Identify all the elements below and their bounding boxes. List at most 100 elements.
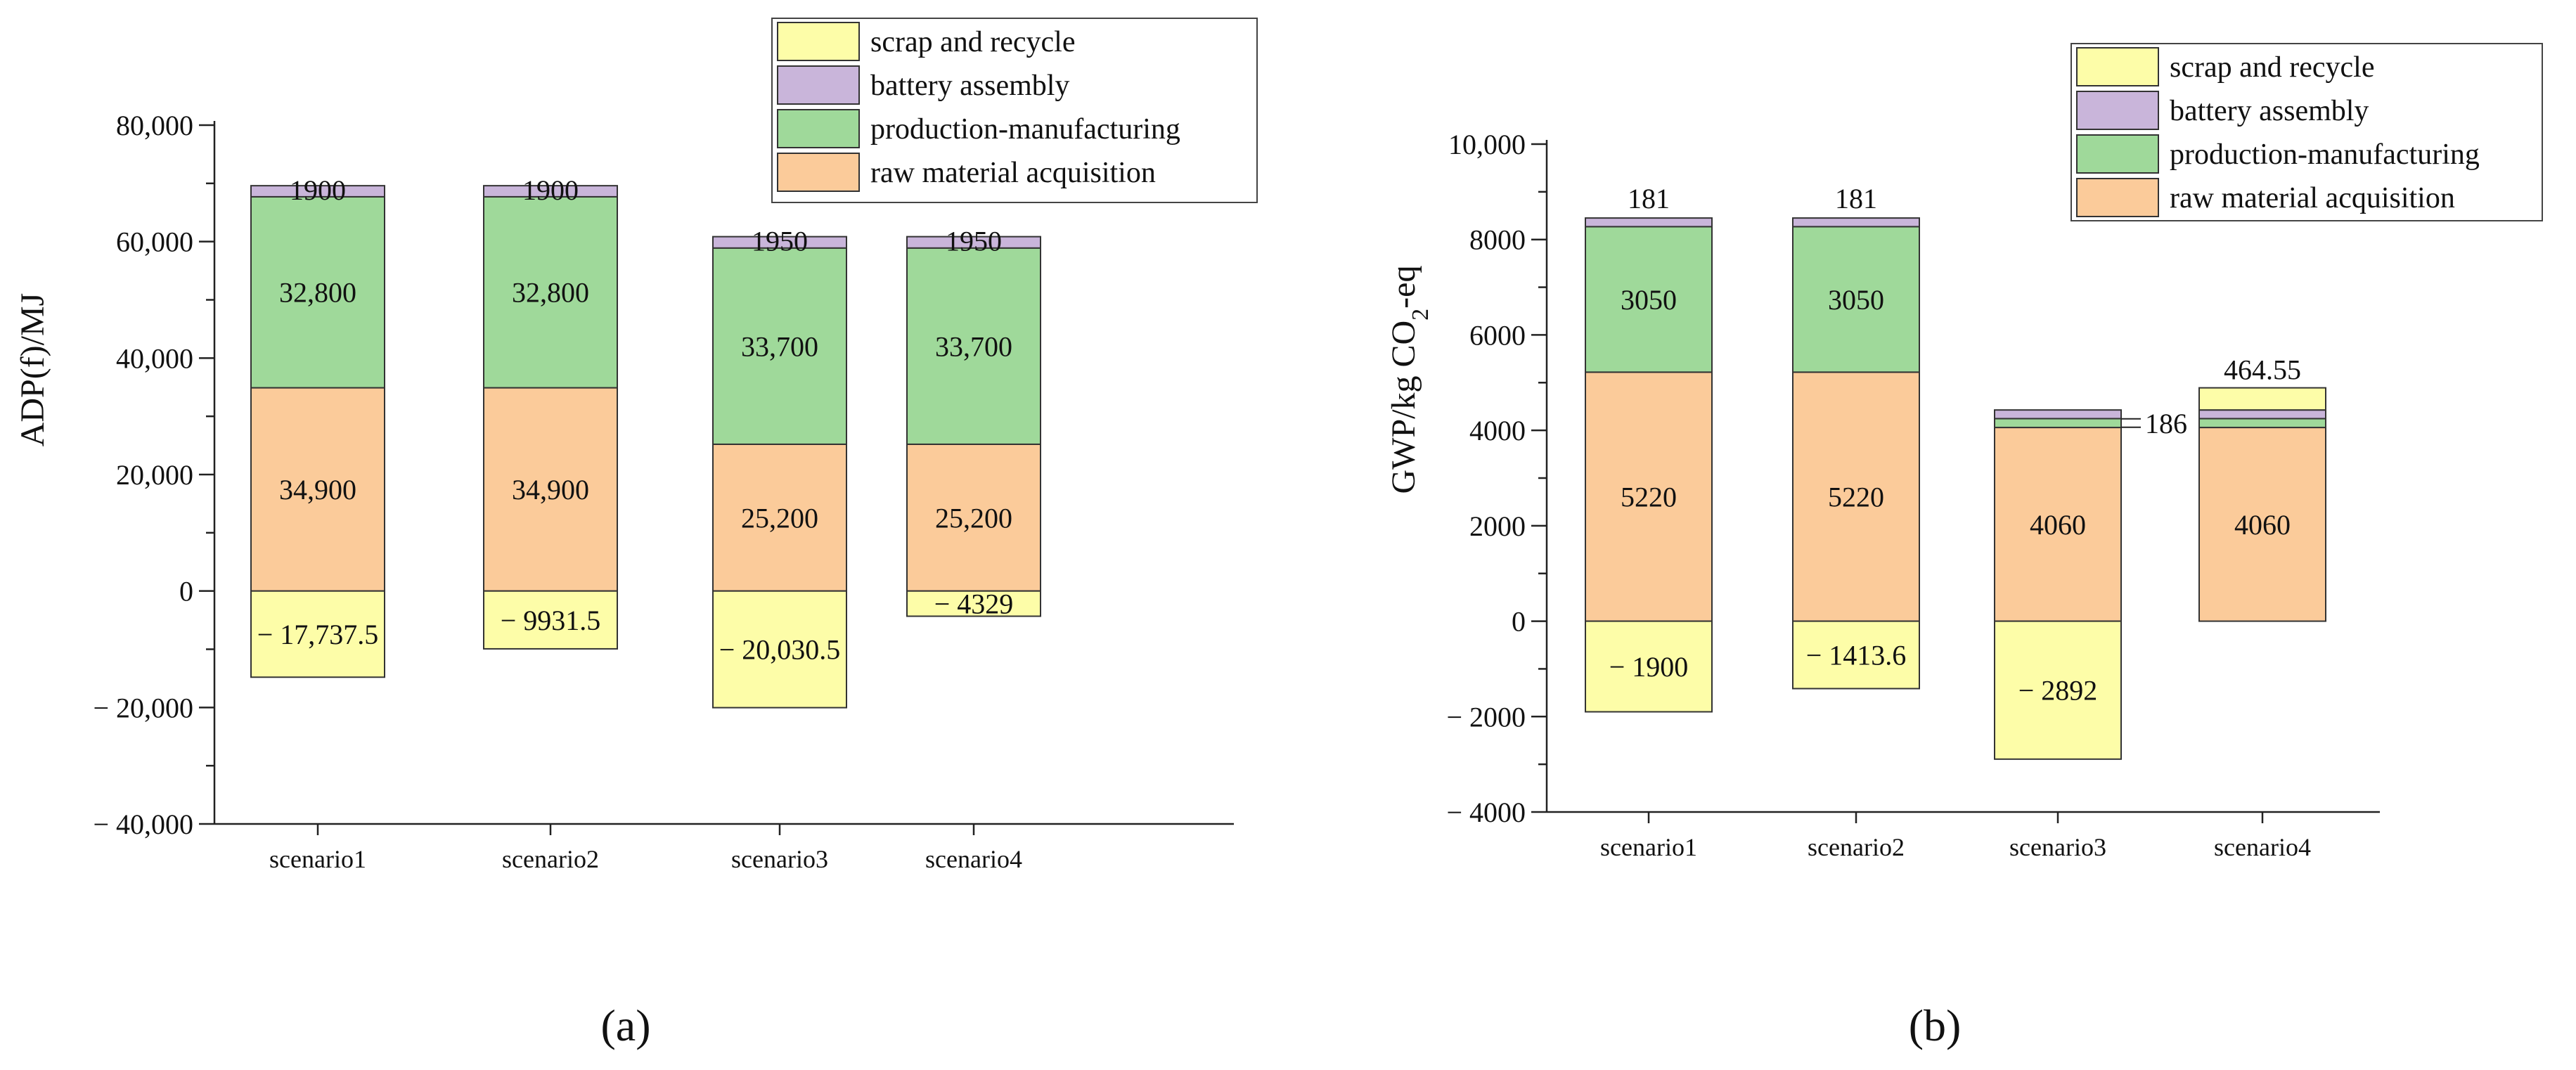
data-label: 181 xyxy=(1628,183,1670,214)
legend-swatch xyxy=(777,109,860,148)
bar-segment xyxy=(906,236,1041,249)
legend-swatch xyxy=(2076,47,2159,86)
legend-swatch xyxy=(777,22,860,61)
bar-segment xyxy=(1994,620,2122,760)
bar-segment xyxy=(1994,418,2122,429)
bar-segment xyxy=(1792,371,1920,622)
data-label: − 17,737.5 xyxy=(257,619,379,650)
y-tick-label: 0 xyxy=(179,576,193,607)
legend-a: scrap and recycle battery assembly product… xyxy=(771,18,1258,203)
panel-label-a: (a) xyxy=(600,1000,650,1050)
data-label: 3050 xyxy=(1621,284,1677,316)
legend-label: scrap and recycle xyxy=(2170,51,2374,84)
y-tick-label: 8000 xyxy=(1469,224,1526,256)
bar-segment xyxy=(712,590,847,709)
data-label: 33,700 xyxy=(741,330,818,362)
bar-segment xyxy=(2198,427,2326,622)
legend-label: raw material acquisition xyxy=(2170,182,2455,214)
legend-label: production-manufacturing xyxy=(2170,138,2480,171)
data-label: − 9931.5 xyxy=(501,605,601,636)
bar-segment xyxy=(906,443,1041,592)
bar-segment xyxy=(1994,427,2122,622)
bar-segment xyxy=(1585,620,1713,713)
legend-label: production-manufacturing xyxy=(870,113,1180,146)
chart-a: 34,900 32,800 1900 − 17,737.5 34,900 32,800 19… xyxy=(14,18,1258,1050)
panel-label-b: (b) xyxy=(1909,1000,1962,1050)
x-tick-label: scenario1 xyxy=(1600,833,1697,861)
y-tick-label: − 20,000 xyxy=(93,692,193,723)
x-tick-label: scenario4 xyxy=(925,845,1022,873)
legend-label: battery assembly xyxy=(2170,95,2369,127)
bar-segment xyxy=(483,387,618,592)
y-axis-title-b: GWP/kg CO2-eq xyxy=(1385,266,1434,494)
bar-segment xyxy=(2198,418,2326,429)
data-label: 464.55 xyxy=(2224,354,2301,386)
y-tick-label: 2000 xyxy=(1469,510,1526,542)
data-label: 32,800 xyxy=(512,277,589,309)
legend-swatch xyxy=(2076,134,2159,174)
y-tick-label: − 40,000 xyxy=(93,808,193,840)
x-tick-label: scenario1 xyxy=(269,845,366,873)
bar-segment xyxy=(483,185,618,198)
bar-segment xyxy=(2198,387,2326,411)
data-label: 34,900 xyxy=(279,474,356,505)
data-label: − 2892 xyxy=(2018,675,2098,707)
y-axis-title-b-main: GWP/kg CO xyxy=(1385,321,1422,494)
callout-label: 186 xyxy=(2145,408,2187,439)
y-tick-label: 10,000 xyxy=(1448,129,1526,160)
data-label: 25,200 xyxy=(935,502,1012,534)
data-label: 34,900 xyxy=(512,474,589,505)
y-axis-title-b-tail: -eq xyxy=(1385,266,1422,309)
x-tick-label: scenario2 xyxy=(502,845,599,873)
y-tick-label: − 4000 xyxy=(1446,797,1526,828)
data-label: 32,800 xyxy=(279,277,356,309)
bar-segment xyxy=(1792,620,1920,690)
bar-segment xyxy=(906,590,1041,617)
data-label: − 1900 xyxy=(1609,651,1689,683)
data-label: 1950 xyxy=(946,226,1002,257)
y-tick-label: 4000 xyxy=(1469,415,1526,446)
bar-segment xyxy=(250,590,385,678)
bar-segment xyxy=(1792,217,1920,228)
chart-b: 5220 3050 181 − 1900 5220 3050 181 − 1413.6 4060… xyxy=(1385,43,2543,1050)
data-label: − 20,030.5 xyxy=(719,634,841,666)
x-tick-label: scenario4 xyxy=(2214,833,2311,861)
bar-segment xyxy=(1585,217,1713,228)
x-tick-label: scenario2 xyxy=(1808,833,1905,861)
bar-segment xyxy=(250,185,385,198)
bar-segment xyxy=(712,443,847,592)
data-label: − 4329 xyxy=(934,588,1014,620)
bar-segment xyxy=(2198,409,2326,420)
data-label: 4060 xyxy=(2234,509,2291,541)
bar-segment xyxy=(1792,226,1920,373)
bar-segment xyxy=(1585,226,1713,373)
data-label: 3050 xyxy=(1828,284,1884,316)
data-label: 181 xyxy=(1835,183,1877,214)
x-tick-label: scenario3 xyxy=(731,845,828,873)
data-label: 1900 xyxy=(522,174,579,206)
bar-segment xyxy=(1585,371,1713,622)
y-tick-label: 20,000 xyxy=(116,459,193,491)
legend-swatch xyxy=(777,153,860,192)
data-label: 5220 xyxy=(1828,481,1884,513)
y-axis-title-a: ADP(f)/MJ xyxy=(14,293,51,447)
bar-segment xyxy=(483,195,618,389)
data-label: 25,200 xyxy=(741,502,818,534)
data-label: 5220 xyxy=(1621,481,1677,513)
bar-segment xyxy=(712,236,847,249)
y-tick-label: 80,000 xyxy=(116,110,193,141)
bar-segment xyxy=(250,387,385,592)
data-label: 4060 xyxy=(2030,509,2086,541)
data-label: − 1413.6 xyxy=(1806,640,1907,671)
bar-segment xyxy=(712,247,847,445)
legend-b: scrap and recycle battery assembly product… xyxy=(2071,43,2543,221)
legend-swatch xyxy=(777,65,860,105)
bar-segment xyxy=(1994,409,2122,420)
legend-label: raw material acquisition xyxy=(870,157,1156,189)
y-tick-label: 0 xyxy=(1512,606,1526,638)
y-tick-label: − 2000 xyxy=(1446,701,1526,733)
y-tick-label: 60,000 xyxy=(116,226,193,258)
data-label: 33,700 xyxy=(935,330,1012,362)
